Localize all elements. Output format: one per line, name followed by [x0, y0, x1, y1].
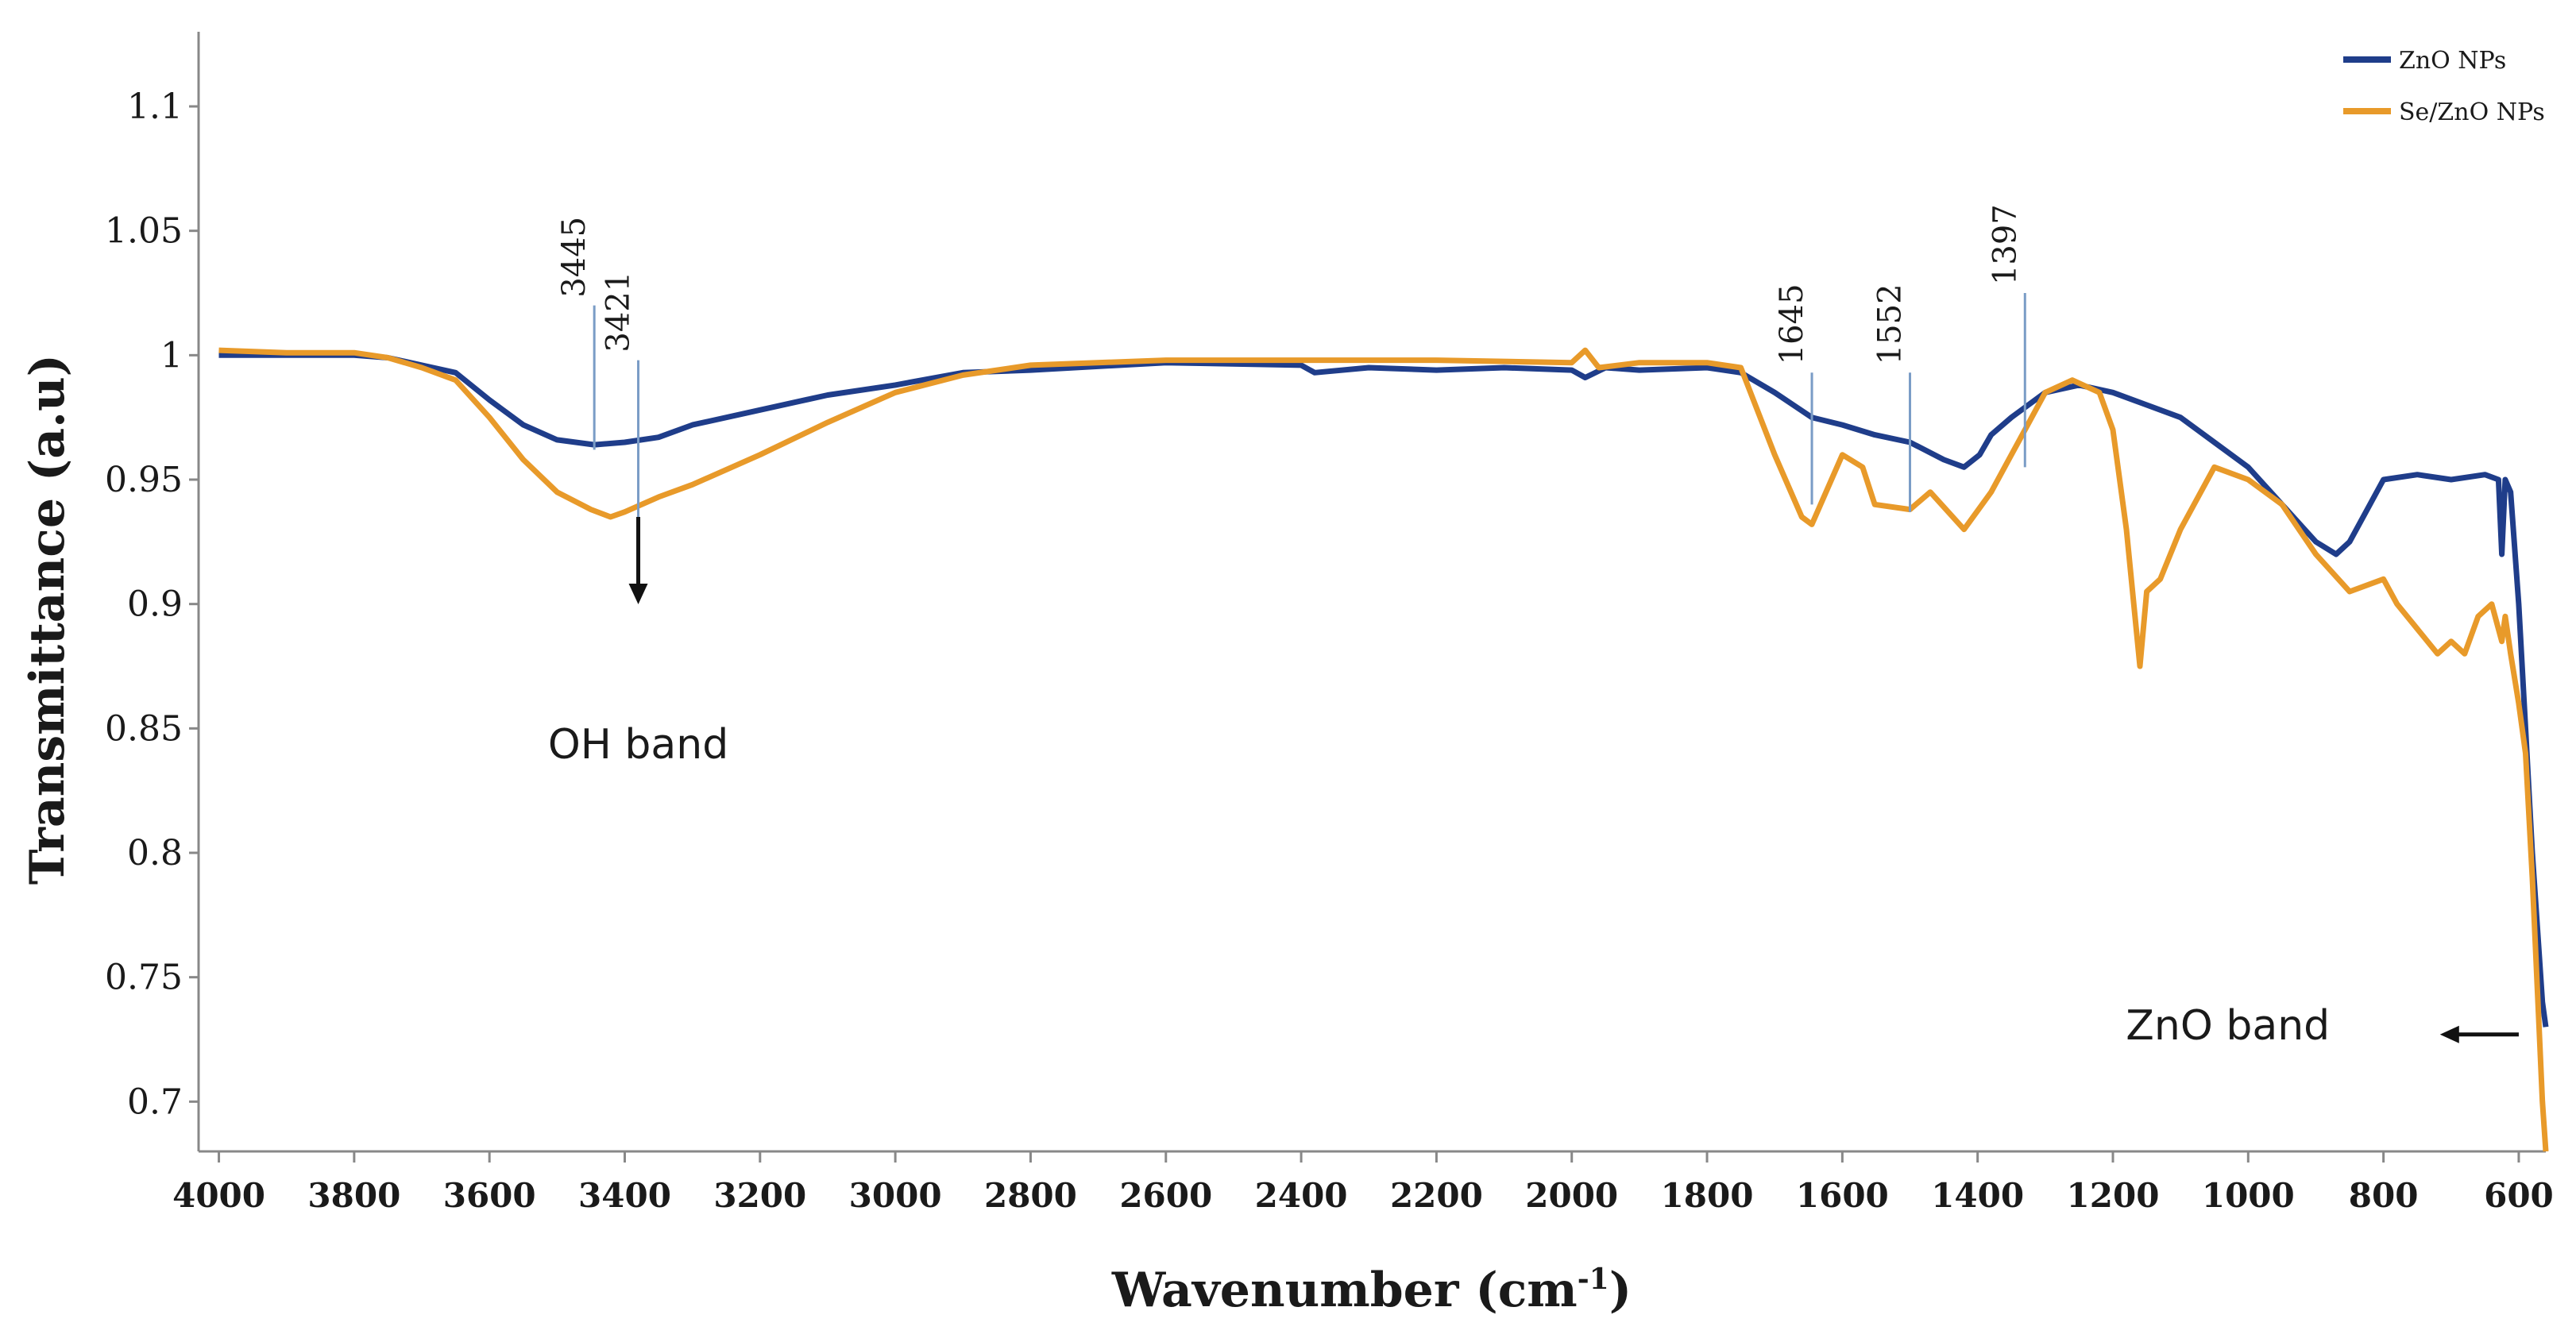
- y-tick-label: 0.75: [105, 958, 183, 998]
- oh-band-arrow-head: [628, 584, 648, 604]
- y-tick-label: 0.85: [105, 708, 183, 749]
- x-tick-label: 2600: [1119, 1176, 1212, 1215]
- series-line-zno: [218, 352, 2549, 1028]
- oh-band-label: OH band: [548, 721, 728, 769]
- x-tick-label: 1000: [2202, 1176, 2295, 1215]
- peak-label: 1552: [1872, 283, 1909, 364]
- legend-label-se-zno: Se/ZnO NPs: [2399, 98, 2545, 126]
- y-tick-label: 0.95: [105, 460, 183, 500]
- x-tick-label: 2400: [1255, 1176, 1348, 1215]
- y-axis-title: Transmittance (a.u): [20, 354, 75, 885]
- legend: ZnO NPs Se/ZnO NPs: [2343, 47, 2545, 126]
- x-tick-label: 2000: [1525, 1176, 1618, 1215]
- x-tick-label: 3000: [849, 1176, 942, 1215]
- x-ticks: 4000 3800 3600 3400 3200 3000 2800 2600 2400 2200…: [172, 1151, 2554, 1215]
- x-tick-label: 3600: [443, 1176, 536, 1215]
- x-tick-label: 1200: [2067, 1176, 2160, 1215]
- zno-band-label: ZnO band: [2126, 1002, 2330, 1050]
- x-axis-title-superscript: -1: [1578, 1263, 1609, 1296]
- y-tick-label: 0.8: [127, 833, 183, 873]
- x-tick-label: 2800: [984, 1176, 1077, 1215]
- series-line-se-zno: [218, 347, 2549, 1152]
- x-tick-label: 1400: [1931, 1176, 2024, 1215]
- peak-label: 1397: [1987, 204, 2023, 285]
- y-tick-label: 0.7: [127, 1082, 183, 1122]
- x-tick-label: 3200: [713, 1176, 806, 1215]
- zno-band-arrow-head: [2439, 1025, 2459, 1043]
- y-ticks: 0.7 0.75 0.8 0.85 0.9 0.95 1 1.05 1.1: [105, 87, 199, 1122]
- series-layer: [218, 347, 2549, 1152]
- x-tick-label: 1800: [1661, 1176, 1754, 1215]
- x-tick-label: 800: [2349, 1176, 2419, 1215]
- x-axis-title-close: ): [1609, 1263, 1632, 1318]
- peak-label: 3421: [601, 272, 637, 353]
- x-tick-label: 4000: [172, 1176, 265, 1215]
- x-tick-label: 600: [2484, 1176, 2554, 1215]
- x-tick-label: 2200: [1390, 1176, 1483, 1215]
- x-tick-label: 1600: [1796, 1176, 1889, 1215]
- peak-label: 1645: [1774, 283, 1810, 364]
- x-tick-label: 3400: [578, 1176, 671, 1215]
- x-axis-title-main: Wavenumber (cm: [1111, 1263, 1578, 1318]
- legend-label-zno: ZnO NPs: [2399, 47, 2506, 75]
- y-tick-label: 1: [160, 335, 183, 376]
- y-tick-label: 0.9: [127, 584, 183, 625]
- x-tick-label: 3800: [307, 1176, 400, 1215]
- y-tick-label: 1.05: [105, 211, 183, 252]
- y-tick-label: 1.1: [127, 87, 183, 127]
- x-axis-title: Wavenumber (cm-1): [1111, 1263, 1632, 1318]
- peak-label: 3445: [556, 217, 593, 298]
